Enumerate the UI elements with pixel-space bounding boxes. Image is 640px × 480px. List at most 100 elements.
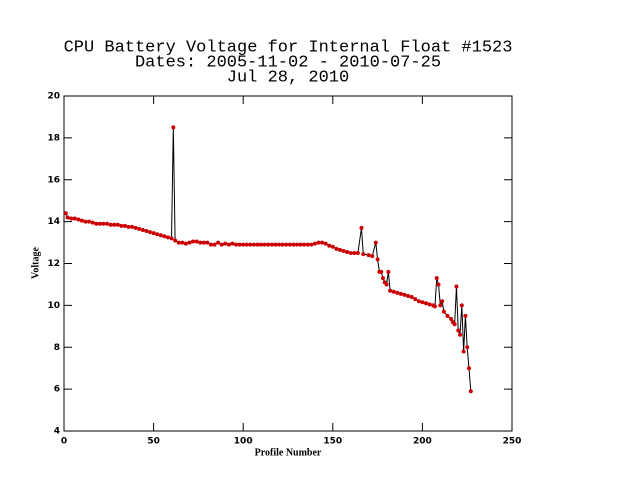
y-tick-label: 20 — [47, 92, 60, 102]
data-point — [69, 216, 74, 221]
data-point — [441, 309, 446, 314]
data-point — [87, 219, 92, 224]
y-tick-label: 10 — [47, 301, 60, 311]
data-point — [395, 290, 400, 295]
data-point — [406, 293, 411, 298]
data-point — [280, 242, 285, 247]
data-point — [355, 251, 360, 256]
chart-subtitle: Dates: 2005-11-02 - 2010-07-25 — [135, 53, 441, 72]
data-point — [459, 303, 464, 308]
data-point — [130, 224, 135, 229]
data-point — [237, 242, 242, 247]
data-point — [137, 226, 142, 231]
data-point — [83, 219, 88, 224]
chart-title: CPU Battery Voltage for Internal Float #… — [64, 38, 513, 57]
data-point — [449, 316, 454, 321]
data-point — [298, 242, 303, 247]
data-point — [341, 248, 346, 253]
data-point — [438, 303, 443, 308]
data-point — [361, 252, 366, 257]
data-point — [165, 235, 170, 240]
data-point — [327, 243, 332, 248]
data-point — [255, 242, 260, 247]
x-tick-label: 50 — [147, 437, 160, 447]
data-point — [284, 242, 289, 247]
data-point — [436, 282, 441, 287]
data-point — [312, 241, 317, 246]
y-tick-label: 12 — [47, 259, 60, 269]
data-point — [320, 240, 325, 245]
data-point — [97, 221, 102, 226]
data-point — [345, 249, 350, 254]
data-point — [226, 242, 231, 247]
data-point — [373, 240, 378, 245]
data-point — [461, 349, 466, 354]
data-point — [316, 240, 321, 245]
data-point — [384, 282, 389, 287]
x-tick-label: 150 — [323, 437, 342, 447]
x-axis-label: Profile Number — [255, 447, 322, 458]
data-point — [379, 269, 384, 274]
data-point — [65, 215, 70, 220]
y-tick-label: 14 — [47, 217, 60, 227]
data-point — [398, 291, 403, 296]
data-point — [466, 366, 471, 371]
data-point — [423, 301, 428, 306]
data-point — [155, 232, 160, 237]
data-point — [187, 240, 192, 245]
data-point — [126, 224, 131, 229]
data-point — [323, 241, 328, 246]
data-point — [330, 244, 335, 249]
y-tick-label: 6 — [54, 385, 60, 395]
data-point — [63, 211, 68, 216]
data-point — [432, 304, 437, 309]
y-tick-label: 18 — [47, 133, 60, 143]
x-tick-label: 250 — [503, 437, 522, 447]
data-point — [413, 297, 418, 302]
data-point — [456, 328, 461, 333]
data-point — [468, 389, 473, 394]
data-point — [465, 345, 470, 350]
data-point — [463, 313, 468, 318]
y-tick-label: 8 — [54, 343, 60, 353]
data-point — [173, 238, 178, 243]
data-point — [76, 217, 81, 222]
data-point — [183, 241, 188, 246]
y-axis-label: Voltage — [30, 247, 41, 279]
data-point — [440, 299, 445, 304]
data-point — [79, 218, 84, 223]
data-point — [458, 332, 463, 337]
data-point — [302, 242, 307, 247]
data-point — [266, 242, 271, 247]
data-point — [119, 223, 124, 228]
data-point — [262, 242, 267, 247]
data-point — [309, 242, 314, 247]
data-point — [171, 125, 176, 130]
data-point — [112, 222, 117, 227]
data-point — [348, 251, 353, 256]
data-point — [388, 288, 393, 293]
data-point — [115, 222, 120, 227]
data-point — [291, 242, 296, 247]
data-point — [105, 221, 110, 226]
data-point — [169, 236, 174, 241]
data-point — [108, 222, 113, 227]
data-point — [151, 231, 156, 236]
chart-date: Jul 28, 2010 — [227, 68, 349, 87]
data-point — [72, 216, 77, 221]
data-point — [305, 242, 310, 247]
data-point — [244, 242, 249, 247]
data-point — [391, 289, 396, 294]
data-point — [359, 225, 364, 230]
data-point — [219, 242, 224, 247]
data-point — [287, 242, 292, 247]
data-point — [251, 242, 256, 247]
data-point — [158, 233, 163, 238]
data-point — [212, 242, 217, 247]
data-point — [370, 254, 375, 259]
data-point — [277, 242, 282, 247]
data-point — [386, 269, 391, 274]
data-point — [427, 302, 432, 307]
data-point — [208, 242, 213, 247]
